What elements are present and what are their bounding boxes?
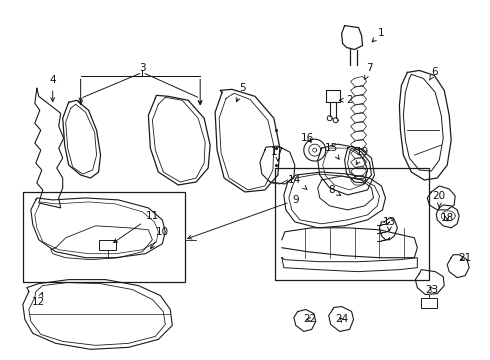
Bar bbox=[275, 168, 429, 280]
Text: 3: 3 bbox=[139, 63, 146, 73]
Text: 18: 18 bbox=[441, 213, 454, 223]
Text: 13: 13 bbox=[383, 217, 396, 231]
Text: 10: 10 bbox=[150, 227, 169, 249]
Text: 11: 11 bbox=[114, 211, 159, 243]
Bar bbox=[23, 192, 185, 282]
Text: 20: 20 bbox=[433, 191, 446, 207]
Bar bbox=[98, 240, 117, 250]
Text: 19: 19 bbox=[356, 147, 369, 165]
Text: 5: 5 bbox=[236, 84, 245, 102]
Text: 7: 7 bbox=[365, 63, 373, 80]
Text: 16: 16 bbox=[301, 133, 315, 143]
Text: 4: 4 bbox=[49, 75, 56, 102]
Text: 2: 2 bbox=[340, 95, 353, 105]
Text: 1: 1 bbox=[372, 28, 385, 42]
Text: 15: 15 bbox=[325, 143, 339, 159]
Text: 23: 23 bbox=[426, 284, 439, 294]
Text: 24: 24 bbox=[335, 314, 348, 324]
Text: 6: 6 bbox=[429, 67, 438, 80]
Text: 14: 14 bbox=[288, 175, 307, 189]
Text: 8: 8 bbox=[328, 185, 341, 195]
Text: 9: 9 bbox=[188, 195, 299, 239]
Bar bbox=[421, 298, 437, 307]
Text: 12: 12 bbox=[32, 293, 46, 306]
Text: 17: 17 bbox=[271, 147, 285, 161]
Text: 22: 22 bbox=[303, 314, 317, 324]
Text: 21: 21 bbox=[459, 253, 472, 263]
